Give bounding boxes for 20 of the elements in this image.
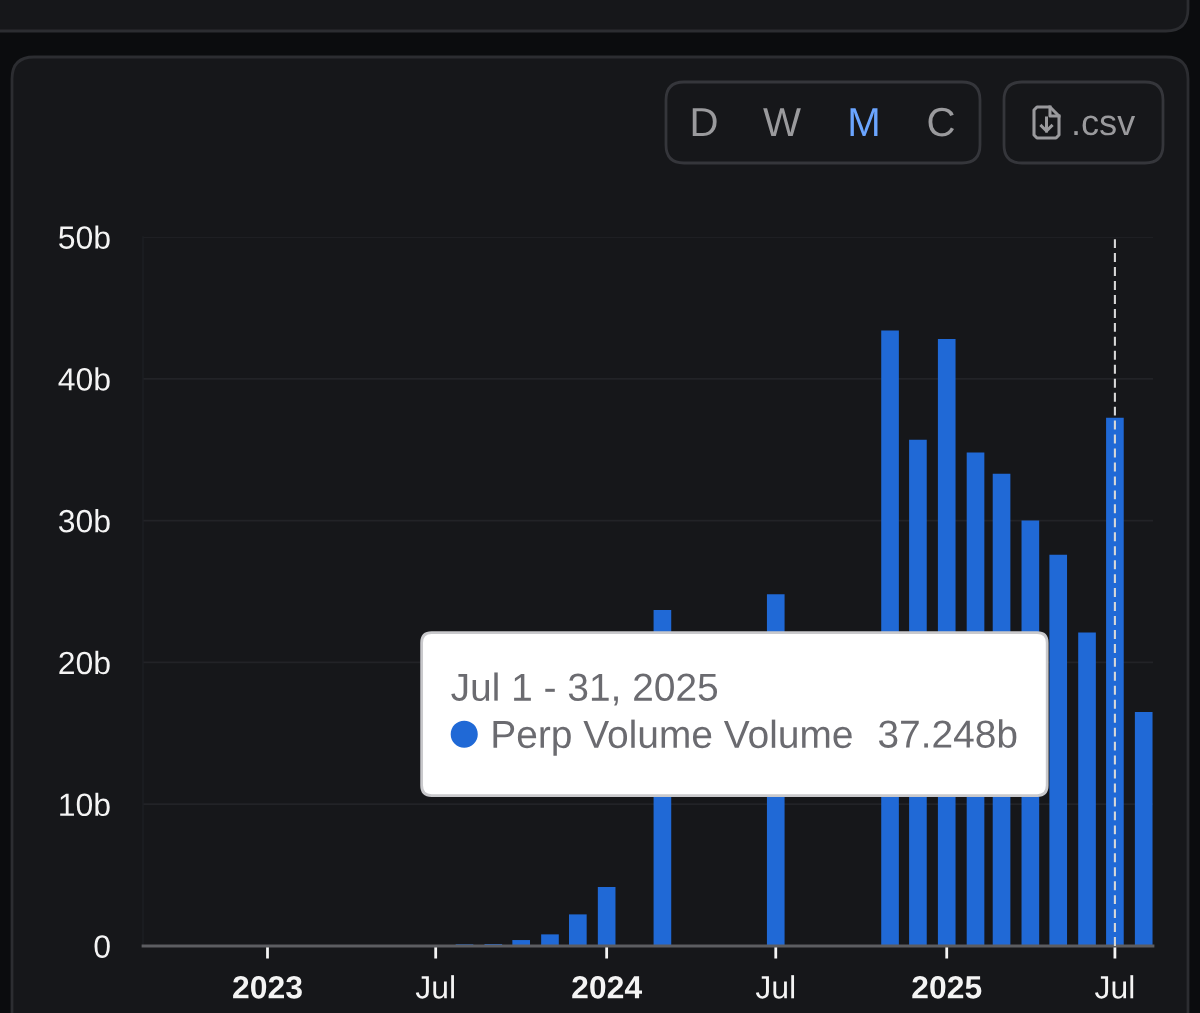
y-tick-label: 50b xyxy=(59,225,110,249)
annotation: 37.248b xyxy=(878,719,1017,748)
x-tick-label: Jul xyxy=(755,975,795,999)
x-tick-label: 2024 xyxy=(572,976,643,999)
text: .csv xyxy=(1074,115,1136,136)
y-tick-label: 10b xyxy=(60,792,110,817)
text: W xyxy=(763,108,801,136)
x-tick-label: 2023 xyxy=(233,976,302,999)
y-tick-label: 20b xyxy=(59,650,110,675)
text: M xyxy=(850,108,878,136)
y-tick-label: 30b xyxy=(58,509,110,533)
x-tick-label: Jul xyxy=(415,975,454,999)
legend-title: Jul 1 - 31, 2025 xyxy=(451,672,718,706)
x-tick-label: 2025 xyxy=(912,976,982,999)
x-tick-label: Jul xyxy=(1094,975,1134,999)
text: D xyxy=(692,108,717,136)
text: C xyxy=(928,107,955,137)
legend-label: Perp Volume Volume xyxy=(493,719,852,756)
y-tick-label: 40b xyxy=(58,367,110,391)
y-tick-label: 0 xyxy=(94,935,110,958)
